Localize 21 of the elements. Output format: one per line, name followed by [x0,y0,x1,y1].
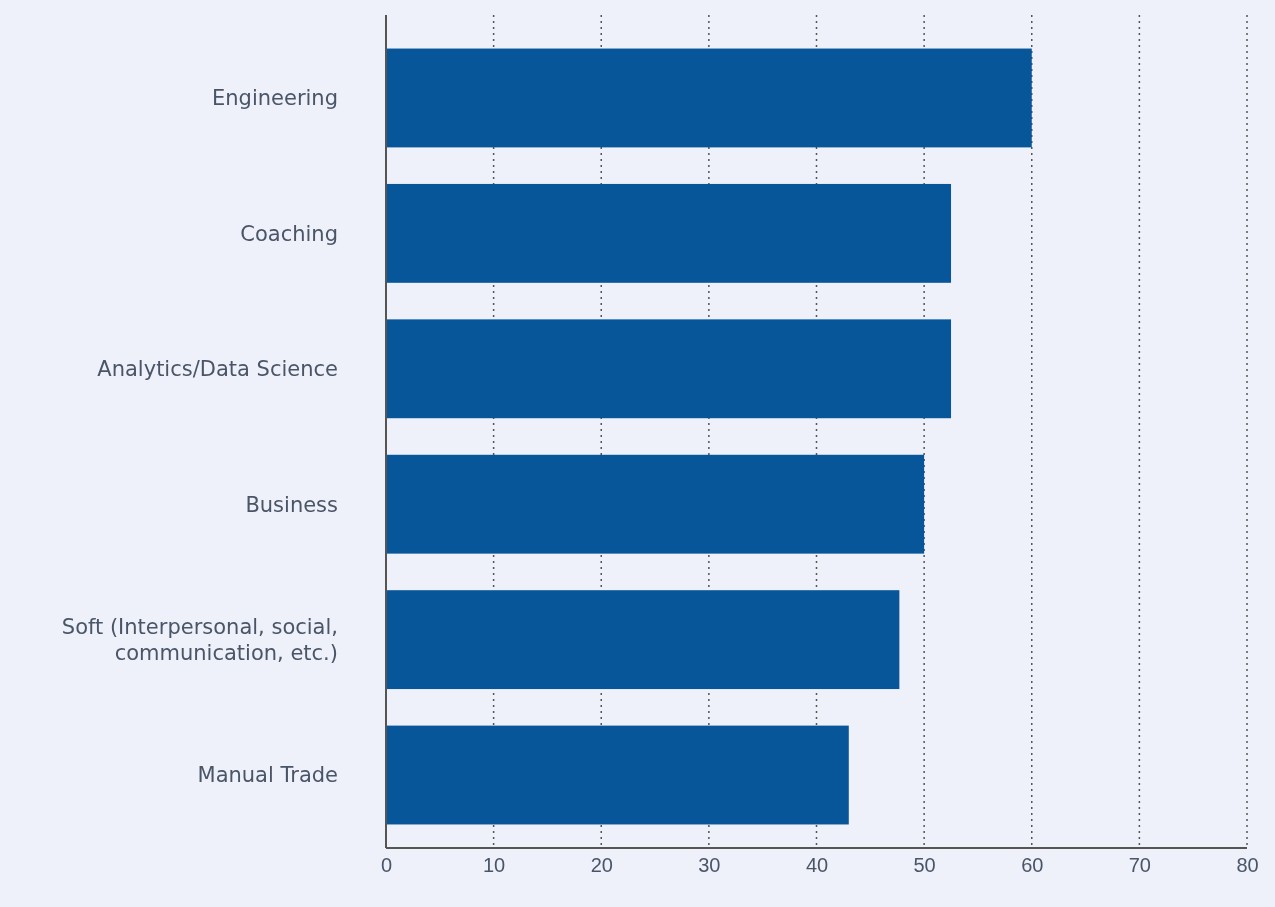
bar [386,183,952,283]
x-tick-label: 70 [1128,854,1151,876]
bar [386,319,952,419]
y-tick-label: Engineering [212,86,338,111]
y-tick-label: Coaching [240,221,338,246]
x-tick-label: 60 [1021,854,1044,876]
bar [386,590,900,690]
bar [386,48,1032,148]
y-tick-label: Business [245,492,338,517]
x-tick-label: 10 [483,854,506,876]
y-tick-label: Manual Trade [197,763,338,788]
bar [386,725,849,825]
x-tick-label: 40 [805,854,829,876]
x-tick-label: 0 [380,854,393,876]
x-tick-label: 80 [1236,854,1259,876]
bar [386,454,925,554]
x-tick-label: 30 [698,854,721,876]
x-tick-label: 20 [590,854,613,876]
x-tick-label: 50 [913,854,936,876]
y-tick-label: Analytics/Data Science [97,357,338,382]
y-tick-label: Soft (Interpersonal, social, communication, etc.) [61,614,338,665]
